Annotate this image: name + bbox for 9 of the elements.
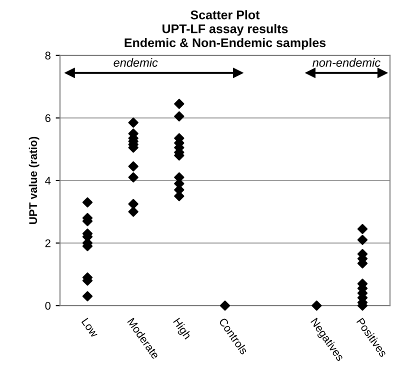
y-axis-title: UPT value (ratio) bbox=[28, 136, 40, 224]
y-tick-label: 4 bbox=[45, 176, 51, 185]
chart-title: Scatter Plot UPT-LF assay results Endemic & Non-Endemic samples bbox=[124, 10, 326, 50]
y-tick-label: 2 bbox=[45, 239, 50, 248]
y-tick-label: 8 bbox=[45, 52, 50, 60]
y-tick-label: 0 bbox=[45, 302, 51, 310]
annotation: endemic bbox=[114, 58, 158, 67]
annotation: non-endemic bbox=[312, 58, 380, 67]
y-tick-label: 6 bbox=[45, 114, 50, 122]
